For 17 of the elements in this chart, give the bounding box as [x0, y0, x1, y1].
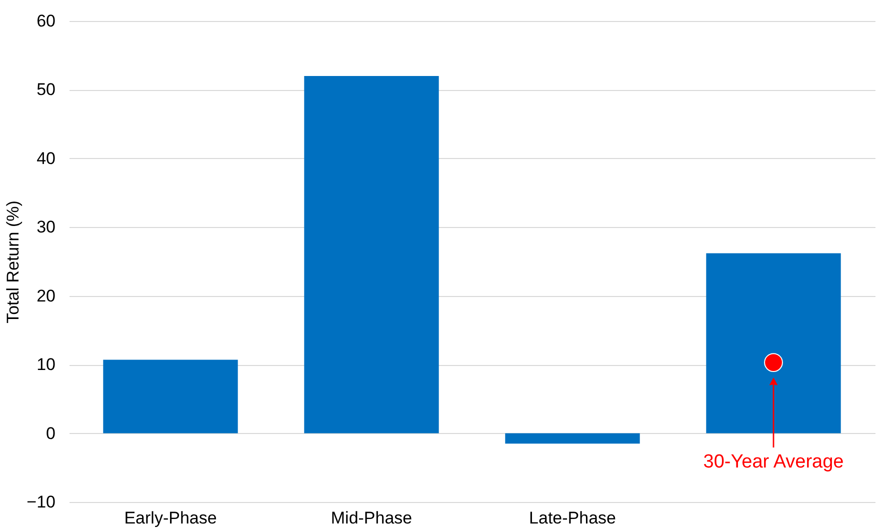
x-tick-label: Early-Phase	[124, 508, 217, 528]
y-axis-title: Total Return (%)	[4, 200, 23, 324]
y-tick-label: 30	[36, 218, 56, 237]
bar	[505, 433, 640, 444]
y-tick-label: 50	[36, 80, 56, 100]
y-tick-label: −10	[26, 492, 56, 512]
bar	[706, 253, 841, 434]
y-tick-label: 0	[46, 424, 56, 443]
x-tick-label: Late-Phase	[529, 508, 616, 528]
y-tick-label: 20	[36, 286, 56, 306]
bar	[304, 76, 439, 434]
y-tick-label: 10	[36, 355, 56, 374]
annotation: 30-Year Average	[703, 452, 844, 473]
x-tick-label: Mid-Phase	[330, 508, 412, 528]
bar	[103, 360, 238, 434]
y-tick-label: 60	[36, 12, 56, 30]
y-tick-label: 40	[36, 148, 56, 168]
